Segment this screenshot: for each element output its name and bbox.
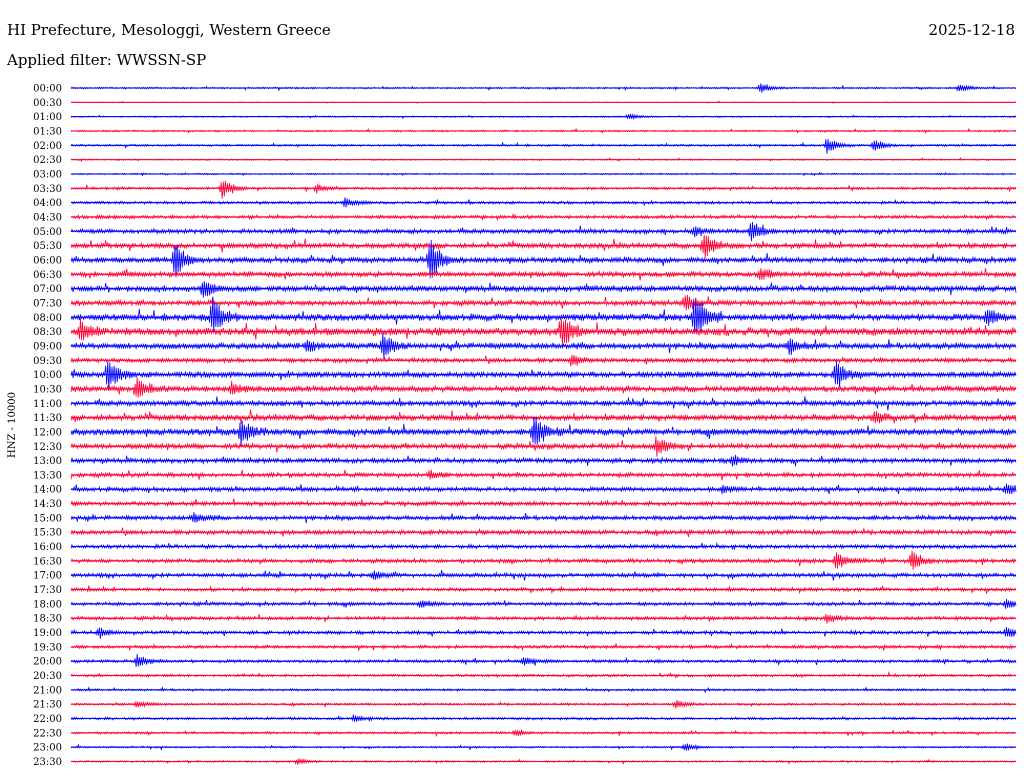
trace-1230 bbox=[70, 436, 1017, 457]
time-label-1700: 17:00 bbox=[33, 571, 62, 582]
trace-1100 bbox=[70, 396, 1017, 411]
time-label-0000: 00:00 bbox=[33, 84, 62, 95]
trace-1400 bbox=[70, 483, 1017, 495]
time-label-0130: 01:30 bbox=[33, 126, 62, 137]
trace-0800 bbox=[70, 296, 1017, 334]
time-label-1400: 14:00 bbox=[33, 485, 62, 496]
trace-1700 bbox=[70, 569, 1017, 581]
trace-0930 bbox=[70, 354, 1017, 367]
trace-0500 bbox=[70, 221, 1017, 242]
time-label-0900: 09:00 bbox=[33, 341, 62, 352]
time-label-2000: 20:00 bbox=[33, 657, 62, 668]
trace-2100 bbox=[70, 686, 1017, 694]
time-label-0300: 03:00 bbox=[33, 169, 62, 180]
time-label-1030: 10:30 bbox=[33, 384, 62, 395]
time-label-2100: 21:00 bbox=[33, 685, 62, 696]
time-label-1900: 19:00 bbox=[33, 628, 62, 639]
time-label-2130: 21:30 bbox=[33, 700, 62, 711]
trace-0830 bbox=[70, 317, 1017, 346]
time-label-0400: 04:00 bbox=[33, 198, 62, 209]
filter-label: Applied filter: WWSSN-SP bbox=[7, 51, 207, 69]
trace-0630 bbox=[70, 268, 1017, 281]
time-label-1430: 14:30 bbox=[33, 499, 62, 510]
trace-1500 bbox=[70, 512, 1017, 523]
trace-1300 bbox=[70, 454, 1017, 467]
time-label-0700: 07:00 bbox=[33, 284, 62, 295]
trace-0700 bbox=[70, 281, 1017, 298]
trace-1430 bbox=[70, 498, 1017, 508]
time-label-0500: 05:00 bbox=[33, 227, 62, 238]
time-label-1330: 13:30 bbox=[33, 470, 62, 481]
time-label-1130: 11:30 bbox=[33, 413, 62, 424]
time-label-0930: 09:30 bbox=[33, 356, 62, 367]
time-label-1930: 19:30 bbox=[33, 642, 62, 653]
time-label-1530: 15:30 bbox=[33, 528, 62, 539]
time-label-1630: 16:30 bbox=[33, 556, 62, 567]
time-label-1600: 16:00 bbox=[33, 542, 62, 553]
station-title: HI Prefecture, Mesologgi, Western Greece bbox=[7, 21, 331, 39]
trace-0330 bbox=[70, 180, 1017, 199]
time-label-2200: 22:00 bbox=[33, 714, 62, 725]
time-label-0800: 08:00 bbox=[33, 313, 62, 324]
trace-0200 bbox=[70, 139, 1017, 154]
y-axis-label: HNZ - 10000 bbox=[7, 392, 18, 458]
time-label-0100: 01:00 bbox=[33, 112, 62, 123]
trace-1200 bbox=[70, 416, 1017, 446]
time-label-0030: 00:30 bbox=[33, 98, 62, 109]
time-label-0330: 03:30 bbox=[33, 184, 62, 195]
trace-1130 bbox=[70, 409, 1017, 424]
trace-1030 bbox=[70, 377, 1017, 398]
time-label-0830: 08:30 bbox=[33, 327, 62, 338]
time-label-1800: 18:00 bbox=[33, 599, 62, 610]
time-label-0430: 04:30 bbox=[33, 212, 62, 223]
trace-0600 bbox=[70, 239, 1017, 279]
trace-2130 bbox=[70, 700, 1017, 709]
trace-1630 bbox=[70, 550, 1017, 570]
time-label-1500: 15:00 bbox=[33, 513, 62, 524]
trace-0400 bbox=[70, 197, 1017, 208]
time-label-2030: 20:30 bbox=[33, 671, 62, 682]
time-label-1000: 10:00 bbox=[33, 370, 62, 381]
trace-0900 bbox=[70, 333, 1017, 359]
time-label-2330: 23:30 bbox=[33, 757, 62, 768]
time-label-0600: 06:00 bbox=[33, 255, 62, 266]
time-label-1730: 17:30 bbox=[33, 585, 62, 596]
time-label-1100: 11:00 bbox=[33, 399, 62, 410]
time-label-2300: 23:00 bbox=[33, 743, 62, 754]
time-label-1200: 12:00 bbox=[33, 427, 62, 438]
time-label-1300: 13:00 bbox=[33, 456, 62, 467]
time-label-0630: 06:30 bbox=[33, 270, 62, 281]
trace-0530 bbox=[70, 234, 1017, 259]
time-label-0230: 02:30 bbox=[33, 155, 62, 166]
time-label-1230: 12:30 bbox=[33, 442, 62, 453]
trace-1330 bbox=[70, 469, 1017, 481]
plot-date: 2025-12-18 bbox=[928, 21, 1015, 39]
trace-2000 bbox=[70, 653, 1017, 667]
trace-0730 bbox=[70, 294, 1017, 311]
time-label-0730: 07:30 bbox=[33, 298, 62, 309]
trace-1000 bbox=[70, 360, 1017, 392]
time-tick-labels: 00:00 00:30 01:00 01:30 02:00 02:30 03:00 03:30… bbox=[33, 84, 62, 769]
trace-1830 bbox=[70, 614, 1017, 624]
time-label-2230: 22:30 bbox=[33, 728, 62, 739]
time-label-0530: 05:30 bbox=[33, 241, 62, 252]
time-label-0200: 02:00 bbox=[33, 141, 62, 152]
time-label-1830: 18:30 bbox=[33, 614, 62, 625]
seismic-traces bbox=[70, 83, 1017, 765]
